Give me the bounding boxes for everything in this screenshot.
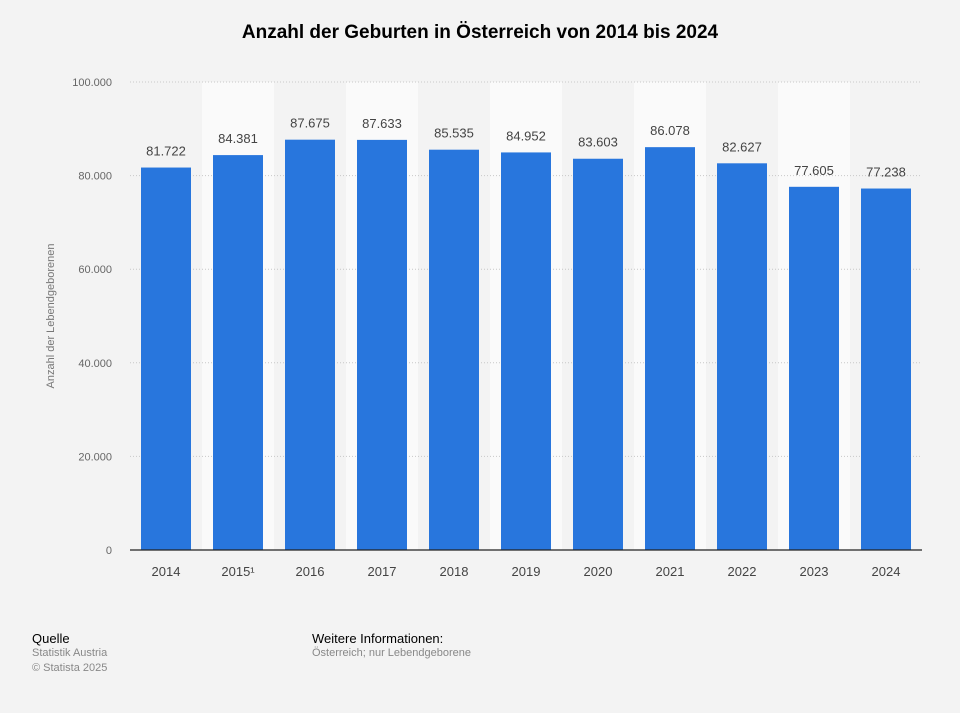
y-tick-label: 60.000 xyxy=(78,264,112,276)
data-label: 87.633 xyxy=(362,116,402,131)
x-tick-label: 2015¹ xyxy=(221,564,255,579)
info-text: Österreich; nur Lebendgeborene xyxy=(312,647,471,659)
bar xyxy=(141,167,191,550)
y-tick-label: 80.000 xyxy=(78,171,112,183)
data-label: 77.605 xyxy=(794,163,834,178)
bar xyxy=(357,139,407,550)
x-tick-label: 2020 xyxy=(584,564,613,579)
x-tick-label: 2024 xyxy=(872,564,901,579)
info-title: Weitere Informationen: xyxy=(312,631,444,646)
y-axis-label: Anzahl der Lebendgeborenen xyxy=(45,244,57,389)
data-label: 84.381 xyxy=(218,131,258,146)
bar xyxy=(789,186,839,550)
bar xyxy=(501,152,551,551)
chart-title: Anzahl der Geburten in Österreich von 20… xyxy=(241,22,719,43)
info-block: Weitere Informationen: Österreich; nur L… xyxy=(312,631,471,661)
source-title: Quelle xyxy=(32,631,70,646)
bar-chart: 0 20.000 40.000 60.000 80.000 100.000 81.722 20… xyxy=(45,77,922,579)
x-tick-label: 2014 xyxy=(152,564,181,579)
bar xyxy=(285,139,335,550)
bar xyxy=(213,155,263,550)
x-tick-label: 2017 xyxy=(368,564,397,579)
x-tick-label: 2022 xyxy=(728,564,757,579)
source-block: Quelle Statistik Austria © Statista 2025 xyxy=(32,631,107,676)
data-label: 85.535 xyxy=(434,126,474,141)
bar xyxy=(645,147,695,550)
x-tick-label: 2016 xyxy=(296,564,325,579)
x-tick-label: 2019 xyxy=(512,564,541,579)
data-label: 82.627 xyxy=(722,139,762,154)
y-tick-label: 20.000 xyxy=(78,451,112,463)
x-tick-label: 2021 xyxy=(656,564,685,579)
y-tick-label: 0 xyxy=(106,545,112,557)
y-tick-label: 100.000 xyxy=(72,77,112,89)
data-label: 86.078 xyxy=(650,123,690,138)
data-label: 83.603 xyxy=(578,135,618,150)
bar xyxy=(861,188,911,550)
y-tick-label: 40.000 xyxy=(78,358,112,370)
source-name: Statistik Austria xyxy=(32,647,108,659)
bar xyxy=(429,149,479,550)
bar xyxy=(573,158,623,550)
copyright: © Statista 2025 xyxy=(32,662,108,674)
x-tick-label: 2018 xyxy=(440,564,469,579)
data-label: 77.238 xyxy=(866,165,906,180)
x-tick-label: 2023 xyxy=(800,564,829,579)
data-label: 87.675 xyxy=(290,116,330,131)
data-label: 84.952 xyxy=(506,128,546,143)
data-label: 81.722 xyxy=(146,144,186,159)
bar xyxy=(717,163,767,550)
